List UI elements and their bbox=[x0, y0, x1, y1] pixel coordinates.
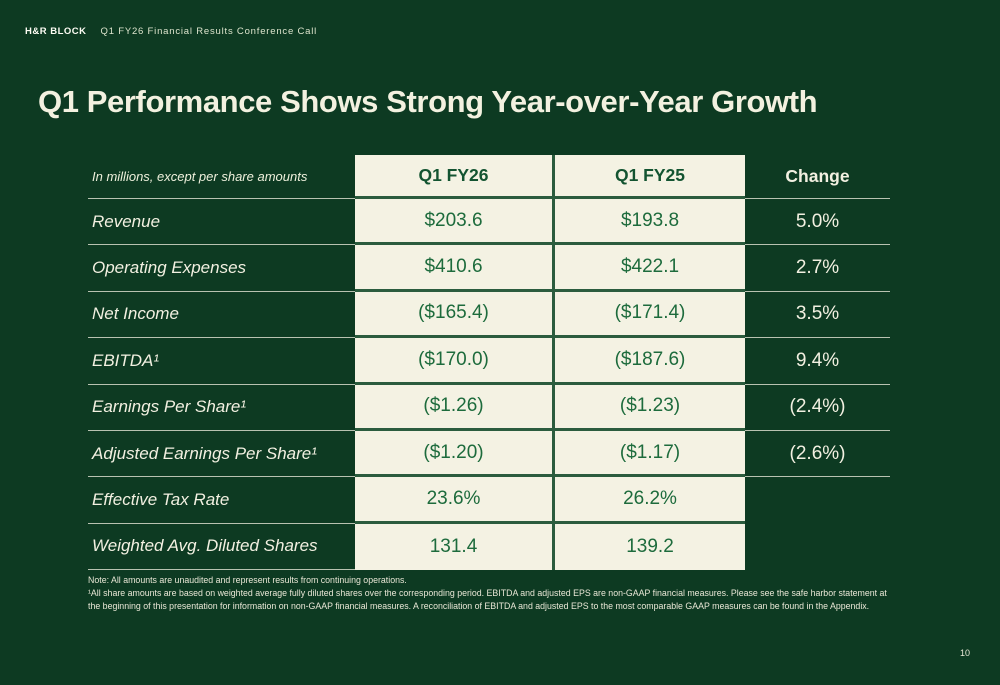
page-number: 10 bbox=[959, 648, 970, 658]
revenue-fy26-value: $203.6 bbox=[355, 199, 555, 246]
diluted-shares-fy26-value: 131.4 bbox=[355, 523, 555, 571]
row-label-ebitda: EBITDA¹ bbox=[88, 338, 355, 385]
financial-results-table: In millions, except per share amounts Q1… bbox=[88, 155, 890, 571]
opex-fy25-value: $422.1 bbox=[555, 245, 745, 292]
ebitda-fy26-value: ($170.0) bbox=[355, 338, 555, 385]
eps-fy26-value: ($1.26) bbox=[355, 384, 555, 431]
net-income-fy25-value: ($171.4) bbox=[555, 291, 745, 339]
opex-change-value: 2.7% bbox=[745, 245, 890, 292]
net-income-fy26-value: ($165.4) bbox=[355, 291, 555, 339]
row-label-operating-expenses: Operating Expenses bbox=[88, 245, 355, 292]
footnote-unaudited: Note: All amounts are unaudited and repr… bbox=[88, 575, 407, 585]
revenue-change-value: 5.0% bbox=[745, 199, 890, 246]
ebitda-change-value: 9.4% bbox=[745, 338, 890, 385]
tax-rate-change-value bbox=[745, 477, 890, 523]
diluted-shares-change-value bbox=[745, 524, 890, 570]
diluted-shares-fy25-value: 139.2 bbox=[555, 523, 745, 571]
revenue-fy25-value: $193.8 bbox=[555, 199, 745, 246]
row-label-net-income: Net Income bbox=[88, 292, 355, 339]
presentation-subtitle: Q1 FY26 Financial Results Conference Cal… bbox=[100, 26, 318, 37]
row-label-effective-tax-rate: Effective Tax Rate bbox=[88, 477, 355, 524]
eps-change-value: (2.4%) bbox=[745, 385, 890, 431]
adjusted-eps-fy25-value: ($1.17) bbox=[555, 430, 745, 478]
opex-fy26-value: $410.6 bbox=[355, 245, 555, 292]
row-label-eps: Earnings Per Share¹ bbox=[88, 385, 355, 431]
footnotes: Note: All amounts are unaudited and repr… bbox=[88, 574, 890, 612]
slide-title: Q1 Performance Shows Strong Year-over-Ye… bbox=[38, 84, 818, 119]
row-label-adjusted-eps: Adjusted Earnings Per Share¹ bbox=[88, 431, 355, 478]
adjusted-eps-change-value: (2.6%) bbox=[745, 431, 890, 478]
column-header-q1fy26: Q1 FY26 bbox=[355, 155, 555, 199]
column-header-change: Change bbox=[745, 155, 890, 199]
tax-rate-fy25-value: 26.2% bbox=[555, 477, 745, 524]
topbar: H&R BLOCK Q1 FY26 Financial Results Conf… bbox=[25, 26, 317, 37]
row-label-revenue: Revenue bbox=[88, 199, 355, 246]
ebitda-fy25-value: ($187.6) bbox=[555, 338, 745, 385]
hrblock-logo: H&R BLOCK bbox=[25, 26, 87, 37]
net-income-change-value: 3.5% bbox=[745, 292, 890, 339]
column-header-q1fy25: Q1 FY25 bbox=[555, 155, 745, 199]
eps-fy25-value: ($1.23) bbox=[555, 384, 745, 431]
adjusted-eps-fy26-value: ($1.20) bbox=[355, 430, 555, 478]
table-units-note: In millions, except per share amounts bbox=[88, 155, 355, 199]
footnote-non-gaap: ¹All share amounts are based on weighted… bbox=[88, 587, 887, 611]
row-label-weighted-avg-diluted-shares: Weighted Avg. Diluted Shares bbox=[88, 524, 355, 571]
tax-rate-fy26-value: 23.6% bbox=[355, 477, 555, 524]
